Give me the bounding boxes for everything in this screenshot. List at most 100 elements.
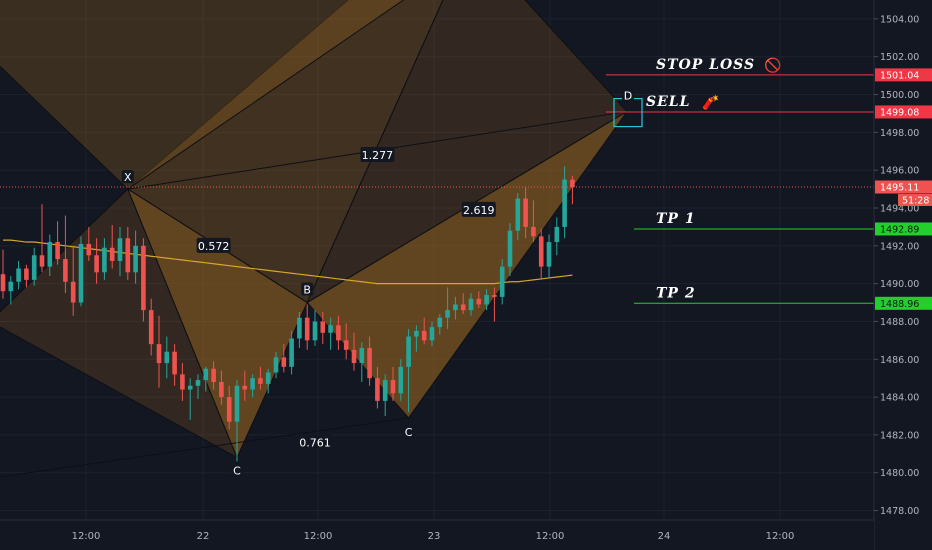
ratio-bg bbox=[298, 434, 332, 450]
ratio-text: 2.619 bbox=[463, 204, 495, 217]
candle-body bbox=[453, 304, 458, 311]
candle-body bbox=[0, 274, 6, 292]
candle-body bbox=[328, 325, 333, 333]
sell-icon: 🧨 bbox=[702, 94, 719, 111]
candle-body bbox=[343, 340, 349, 350]
pattern-point-x-0: X bbox=[121, 170, 134, 184]
point-label-text: D bbox=[624, 90, 632, 103]
candle-15 bbox=[117, 226, 123, 277]
candle-body bbox=[250, 378, 255, 390]
candle-body bbox=[258, 378, 263, 384]
y-tick-label-2: 1482.00 bbox=[880, 430, 919, 441]
x-tick-label-4: 12:00 bbox=[536, 531, 565, 542]
candle-42 bbox=[328, 317, 333, 350]
moving-average bbox=[3, 239, 573, 285]
candle-27 bbox=[211, 361, 216, 390]
candle-body bbox=[133, 245, 138, 273]
price-tag-sell-text: 1499.08 bbox=[880, 107, 919, 118]
candle-body bbox=[172, 351, 177, 375]
price-tag-stop-loss-bg bbox=[875, 68, 932, 82]
x-tick-label-6: 12:00 bbox=[766, 531, 795, 542]
candle-59 bbox=[460, 293, 466, 314]
candle-body bbox=[187, 385, 193, 390]
y-tick-label-5: 1488.00 bbox=[880, 317, 919, 328]
candle-10 bbox=[78, 236, 84, 307]
candle-body bbox=[476, 298, 482, 305]
pattern-point-b-2: B bbox=[301, 282, 314, 297]
candle-body bbox=[367, 347, 372, 379]
candle-36 bbox=[281, 344, 287, 373]
level-label-stop-loss: STOP LOSS bbox=[656, 57, 755, 73]
candle-body bbox=[273, 357, 279, 373]
candle-body bbox=[304, 317, 310, 341]
candle-14 bbox=[109, 225, 115, 269]
candle-50 bbox=[390, 366, 396, 401]
candle-body bbox=[164, 351, 170, 364]
level-label-sell: SELL bbox=[646, 94, 690, 110]
candle-body bbox=[63, 259, 68, 282]
candle-body bbox=[86, 243, 92, 256]
candle-26 bbox=[203, 366, 209, 392]
candle-body bbox=[460, 304, 466, 311]
countdown-text: 51:28 bbox=[902, 196, 929, 207]
candle-7 bbox=[55, 221, 60, 265]
point-label-text: C bbox=[405, 426, 413, 439]
candle-54 bbox=[421, 317, 427, 345]
point-label-text: X bbox=[124, 171, 132, 184]
candle-32 bbox=[250, 374, 255, 398]
candle-44 bbox=[343, 323, 349, 360]
point-label-text: C bbox=[233, 465, 241, 478]
candle-16 bbox=[125, 226, 131, 280]
candle-body bbox=[180, 374, 185, 390]
ratio-text: 0.761 bbox=[299, 436, 331, 449]
candle-64 bbox=[499, 259, 505, 305]
candle-body bbox=[507, 230, 513, 267]
y-tick-label-1: 1480.00 bbox=[880, 468, 919, 479]
moving-average-line bbox=[3, 239, 573, 285]
candle-17 bbox=[133, 230, 138, 284]
candle-47 bbox=[367, 336, 372, 386]
candle-body bbox=[414, 330, 419, 337]
candle-9 bbox=[70, 245, 76, 316]
candle-body bbox=[289, 338, 294, 367]
candle-body bbox=[78, 243, 84, 303]
price-tag-sell-bg bbox=[875, 105, 932, 119]
candle-body bbox=[156, 344, 162, 364]
y-tick-label-3: 1484.00 bbox=[880, 393, 919, 404]
candle-43 bbox=[336, 315, 341, 350]
candle-4 bbox=[31, 247, 37, 286]
candle-body bbox=[570, 179, 575, 188]
ratio-label-1: 0.572 bbox=[196, 237, 231, 253]
candle-body bbox=[234, 385, 240, 422]
candle-30 bbox=[234, 380, 240, 462]
candle-31 bbox=[242, 370, 248, 401]
candle-71 bbox=[554, 217, 560, 256]
candle-66 bbox=[515, 192, 521, 241]
price-tag-stop-loss: 1501.04 bbox=[875, 68, 932, 82]
ratio-text: 0.572 bbox=[198, 240, 230, 253]
price-axis bbox=[874, 0, 932, 550]
candle-35 bbox=[273, 351, 279, 379]
price-tag-tp-1: 1492.89 bbox=[875, 222, 932, 236]
candle-body bbox=[265, 372, 271, 384]
candle-body bbox=[70, 281, 76, 303]
candles bbox=[0, 166, 575, 462]
candle-body bbox=[562, 179, 567, 227]
candle-body bbox=[195, 380, 201, 386]
candle-28 bbox=[219, 370, 224, 405]
candle-46 bbox=[359, 342, 365, 382]
pattern-point-d-4: D bbox=[622, 88, 634, 103]
candle-3 bbox=[24, 264, 29, 288]
candle-body bbox=[219, 381, 224, 398]
candle-6 bbox=[47, 234, 53, 277]
candle-body bbox=[492, 294, 497, 297]
candle-23 bbox=[180, 363, 185, 401]
price-tag-tp-2-bg bbox=[875, 296, 932, 310]
pattern-wedge-far bbox=[0, 0, 405, 190]
candle-body bbox=[429, 327, 435, 341]
candle-40 bbox=[312, 310, 318, 347]
candle-body bbox=[351, 349, 357, 364]
candle-25 bbox=[195, 374, 201, 399]
